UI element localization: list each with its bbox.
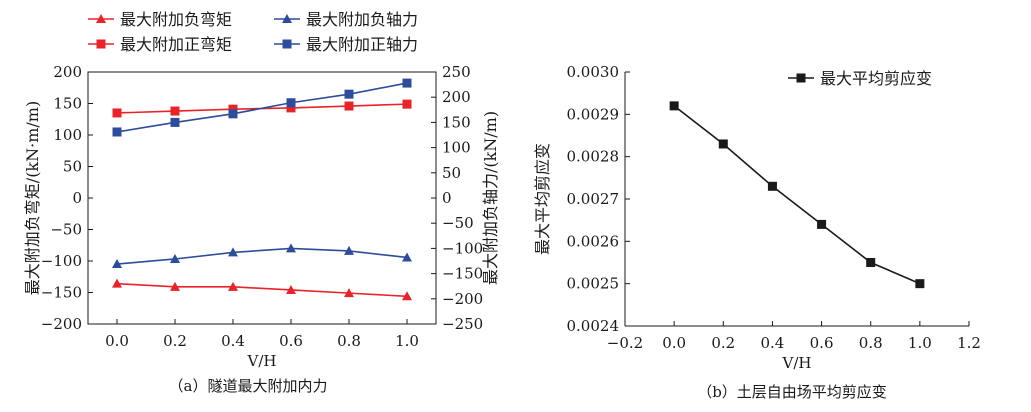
series-line bbox=[116, 82, 408, 133]
y2-tick-label: 50 bbox=[442, 164, 461, 182]
y-tick-label: 0.0029 bbox=[567, 105, 620, 123]
x-tick-label: −0.2 bbox=[607, 334, 643, 352]
x-axis-label: V/H bbox=[247, 352, 277, 370]
y-tick-label: 50 bbox=[63, 158, 82, 176]
data-point bbox=[767, 181, 777, 191]
legend-marker bbox=[282, 39, 292, 49]
data-point bbox=[718, 139, 728, 149]
series-line bbox=[116, 247, 408, 265]
x-tick-label: 0.0 bbox=[662, 334, 686, 352]
y-tick-label: 100 bbox=[53, 126, 82, 144]
chart-a: 0.0 0.2 0.4 0.6 0.8 1.0 −200 −150 −100 −50 0 50 100 1… bbox=[23, 10, 500, 395]
x-tick-label: 0.8 bbox=[859, 334, 883, 352]
data-point bbox=[402, 78, 412, 88]
legend-label: 最大附加正弯矩 bbox=[120, 35, 232, 54]
y-tick-label: 0.0027 bbox=[567, 190, 620, 208]
chart-b: −0.2 0.0 0.2 0.4 0.6 0.8 1.0 1.2 0.0024 0.0025 0.0… bbox=[533, 63, 981, 401]
legend-label: 最大附加负弯矩 bbox=[120, 10, 232, 29]
caption: （a）隧道最大附加内力 bbox=[169, 377, 328, 395]
data-point bbox=[112, 108, 122, 118]
data-point bbox=[228, 247, 238, 257]
y-tick-label: −200 bbox=[41, 315, 82, 333]
y2-tick-label: −200 bbox=[442, 290, 483, 308]
y-tick-label: 200 bbox=[53, 63, 82, 81]
data-point bbox=[817, 219, 827, 229]
y-axis-label: 最大平均剪应变 bbox=[533, 143, 552, 255]
data-point bbox=[170, 106, 180, 116]
data-point bbox=[228, 109, 238, 119]
x-tick-label: 1.2 bbox=[957, 334, 981, 352]
data-point bbox=[344, 288, 354, 298]
x-tick-label: 1.0 bbox=[395, 332, 419, 350]
x-tick-label: 0.2 bbox=[711, 334, 735, 352]
y-tick-label: 150 bbox=[53, 95, 82, 113]
y-tick-label: 0.0030 bbox=[567, 63, 620, 81]
y2-tick-label: 250 bbox=[442, 63, 471, 81]
data-point bbox=[112, 259, 122, 269]
data-point bbox=[915, 279, 925, 289]
caption: （b）土层自由场平均剪应变 bbox=[697, 383, 887, 401]
data-point bbox=[286, 243, 296, 253]
data-point bbox=[286, 98, 296, 108]
x-tick-label: 0.6 bbox=[810, 334, 834, 352]
data-point bbox=[170, 281, 180, 291]
data-point bbox=[866, 258, 876, 267]
data-point bbox=[170, 117, 180, 127]
y2-axis-label: 最大附加负轴力/(kN/m) bbox=[481, 111, 500, 285]
data-point bbox=[402, 291, 412, 301]
x-tick-label: 1.0 bbox=[908, 334, 932, 352]
x-tick-label: 0.2 bbox=[163, 332, 187, 350]
x-tick-label: 0.0 bbox=[105, 332, 129, 350]
y-axis-label: 最大附加负弯矩/(kN·m/m) bbox=[23, 101, 42, 295]
y-tick-label: 0.0026 bbox=[567, 232, 620, 250]
y2-tick-label: −150 bbox=[442, 265, 483, 283]
legend-marker bbox=[796, 73, 806, 83]
data-point bbox=[286, 103, 296, 113]
y2-tick-label: −100 bbox=[442, 239, 483, 257]
data-point bbox=[402, 252, 412, 262]
legend-label: 最大附加正轴力 bbox=[306, 35, 418, 54]
data-point bbox=[344, 89, 354, 99]
x-tick-label: 0.4 bbox=[221, 332, 245, 350]
x-tick-label: 0.6 bbox=[279, 332, 303, 350]
data-point bbox=[402, 99, 412, 109]
data-point bbox=[286, 284, 296, 294]
series-line bbox=[673, 105, 921, 285]
legend-label: 最大平均剪应变 bbox=[820, 69, 932, 88]
legend-marker bbox=[96, 14, 106, 23]
legend-marker bbox=[96, 39, 106, 49]
x-tick-label: 0.8 bbox=[337, 332, 361, 350]
legend-marker bbox=[282, 14, 292, 23]
y-tick-label: 0.0024 bbox=[567, 317, 620, 335]
y-tick-label: −150 bbox=[41, 284, 82, 302]
y-tick-label: 0.0028 bbox=[567, 148, 620, 166]
y2-tick-label: 100 bbox=[442, 139, 471, 157]
y-tick-label: −100 bbox=[41, 252, 82, 270]
data-point bbox=[112, 278, 122, 288]
y-tick-label: −50 bbox=[50, 221, 82, 239]
data-point bbox=[112, 127, 122, 137]
series-line bbox=[116, 282, 408, 298]
data-point bbox=[669, 101, 679, 111]
data-point bbox=[344, 245, 354, 255]
data-point bbox=[228, 104, 238, 114]
y-tick-label: 0.0025 bbox=[567, 275, 620, 293]
y-tick-label: 0 bbox=[72, 189, 82, 207]
y2-tick-label: −250 bbox=[442, 315, 483, 333]
data-point bbox=[228, 281, 238, 291]
data-point bbox=[344, 101, 354, 111]
x-axis-label: V/H bbox=[782, 354, 812, 372]
x-tick-label: 0.4 bbox=[760, 334, 784, 352]
data-point bbox=[170, 253, 180, 263]
legend-label: 最大附加负轴力 bbox=[306, 10, 418, 29]
y2-tick-label: 200 bbox=[442, 88, 471, 106]
y2-tick-label: 0 bbox=[442, 189, 452, 207]
y2-tick-label: 150 bbox=[442, 113, 471, 131]
plot-frame bbox=[87, 71, 437, 325]
y2-tick-label: −50 bbox=[442, 214, 474, 232]
